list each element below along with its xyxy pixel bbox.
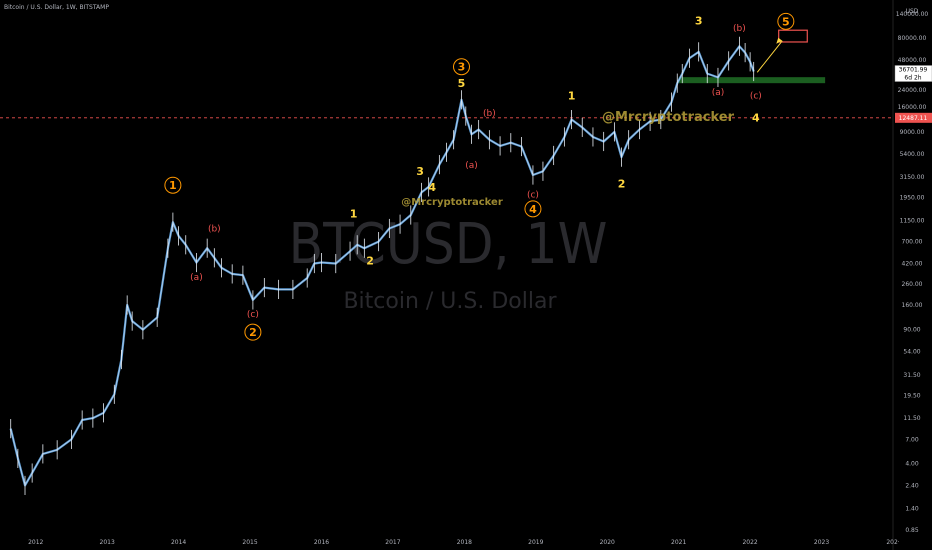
time-tick-label: 2012	[28, 539, 43, 546]
wave-label: 5	[782, 15, 790, 28]
price-tick-label: 420.00	[902, 261, 923, 268]
wave-circle	[164, 176, 182, 194]
price-tick-label: 80000.00	[898, 35, 927, 42]
wave-label: (a)	[190, 273, 203, 283]
time-tick-label: 2020	[600, 539, 615, 546]
wave-label: 4	[529, 203, 537, 216]
watermark-name: Bitcoin / U.S. Dollar	[343, 289, 557, 314]
time-tick-label: 2021	[671, 539, 686, 546]
level-price-box	[895, 112, 932, 123]
price-tick-label: 19.50	[903, 392, 920, 399]
price-tick-label: 4.00	[905, 460, 919, 467]
wave-label: 4	[752, 112, 760, 125]
chart-watermark: BTCUSD, 1W Bitcoin / U.S. Dollar	[289, 212, 608, 314]
price-tick-label: 1150.00	[900, 217, 925, 224]
wave-label: 4	[428, 181, 436, 194]
wave-circle	[244, 323, 262, 341]
time-axis: 2012 2013 2014 2015 2016 2017 2018 2019 2020 2021…	[28, 539, 900, 546]
wave-circle	[453, 58, 471, 76]
price-tick-label: 260.00	[902, 281, 923, 288]
wave-circle	[777, 12, 795, 30]
author-tags: @Mrcryptotracker @Mrcryptotracker	[401, 110, 734, 208]
price-tick-label: 7.00	[905, 436, 919, 443]
wave-label: 3	[458, 61, 466, 74]
wave-circle	[524, 200, 542, 218]
price-tick-label: 0.85	[905, 527, 919, 534]
price-tick-label: 9000.00	[900, 129, 925, 136]
price-series	[9, 36, 755, 495]
price-tick-label: 160.00	[902, 302, 923, 309]
wave-label: 2	[249, 326, 257, 339]
time-tick-label: 2023	[814, 539, 829, 546]
price-tick-label: 24000.00	[898, 87, 927, 94]
watermark-symbol: BTCUSD, 1W	[289, 212, 608, 277]
time-tick-label: 2017	[385, 539, 400, 546]
price-tick-label: 11.50	[903, 415, 920, 422]
projection-arrow	[756, 40, 783, 73]
time-tick-label: 2019	[528, 539, 543, 546]
price-tick-label: 16000.00	[898, 104, 927, 111]
wave-label: 1	[350, 207, 358, 220]
level-price-label: 12487.11	[899, 115, 928, 122]
price-tick-label: 5400.00	[900, 151, 925, 158]
wave-label: (c)	[527, 191, 539, 201]
price-tick-label: 90.00	[903, 327, 920, 334]
price-tick-label: 48000.00	[898, 57, 927, 64]
wave-label: (b)	[483, 109, 496, 119]
price-tick-label: 3150.00	[900, 174, 925, 181]
time-tick-label: 2022	[742, 539, 757, 546]
wave-label: 2	[366, 255, 374, 268]
wave-label: 1	[169, 179, 177, 192]
price-tick-label: 54.00	[903, 349, 920, 356]
price-line-highlight	[10, 46, 754, 486]
wave-label: (c)	[750, 92, 762, 102]
author-tag: @Mrcryptotracker	[602, 110, 735, 125]
price-tick-label: 140000.00	[896, 11, 929, 18]
wave-label: (a)	[465, 161, 478, 171]
time-tick-label: 2013	[100, 539, 115, 546]
wave-label: (b)	[733, 24, 746, 34]
wave-label: (b)	[208, 225, 221, 235]
price-tick-label: 700.00	[902, 239, 923, 246]
target-box	[778, 29, 808, 43]
support-zone	[678, 77, 826, 84]
chart-zones	[0, 29, 893, 119]
price-tick-label: 1950.00	[900, 195, 925, 202]
chart-header-title: Bitcoin / U.S. Dollar, 1W, BITSTAMP	[4, 4, 109, 11]
price-tick-label: 2.40	[905, 482, 919, 489]
last-price-label: 36701.99	[899, 67, 928, 74]
last-price-box	[894, 65, 932, 82]
wave-label: (a)	[712, 88, 725, 98]
price-tick-label: 31.50	[903, 372, 920, 379]
wave-label: 5	[458, 77, 466, 90]
countdown-label: 6d 2h	[904, 75, 921, 82]
author-tag: @Mrcryptotracker	[401, 197, 503, 208]
time-tick-label: 2016	[314, 539, 329, 546]
wave-label: 3	[695, 15, 703, 28]
projection-arrowhead	[776, 37, 783, 44]
time-tick-label: 2014	[171, 539, 186, 546]
time-tick-label: 202·	[886, 539, 899, 546]
price-axis-unit: USD	[906, 8, 919, 15]
wave-label: (c)	[247, 310, 259, 320]
time-tick-label: 2018	[457, 539, 472, 546]
wave-label: 2	[618, 178, 626, 191]
time-tick-label: 2015	[242, 539, 257, 546]
wave-label: 1	[568, 89, 576, 102]
price-tick-label: 1.40	[905, 506, 919, 513]
wave-label: 3	[416, 165, 424, 178]
